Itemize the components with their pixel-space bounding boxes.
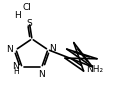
Text: H: H	[13, 67, 19, 77]
Text: S: S	[27, 19, 33, 28]
Text: N: N	[6, 45, 13, 54]
Text: Cl: Cl	[23, 3, 32, 12]
Text: N: N	[12, 62, 19, 71]
Text: N: N	[38, 70, 45, 79]
Text: NH₂: NH₂	[86, 65, 103, 74]
Text: H: H	[15, 11, 21, 20]
Text: N: N	[50, 44, 56, 53]
